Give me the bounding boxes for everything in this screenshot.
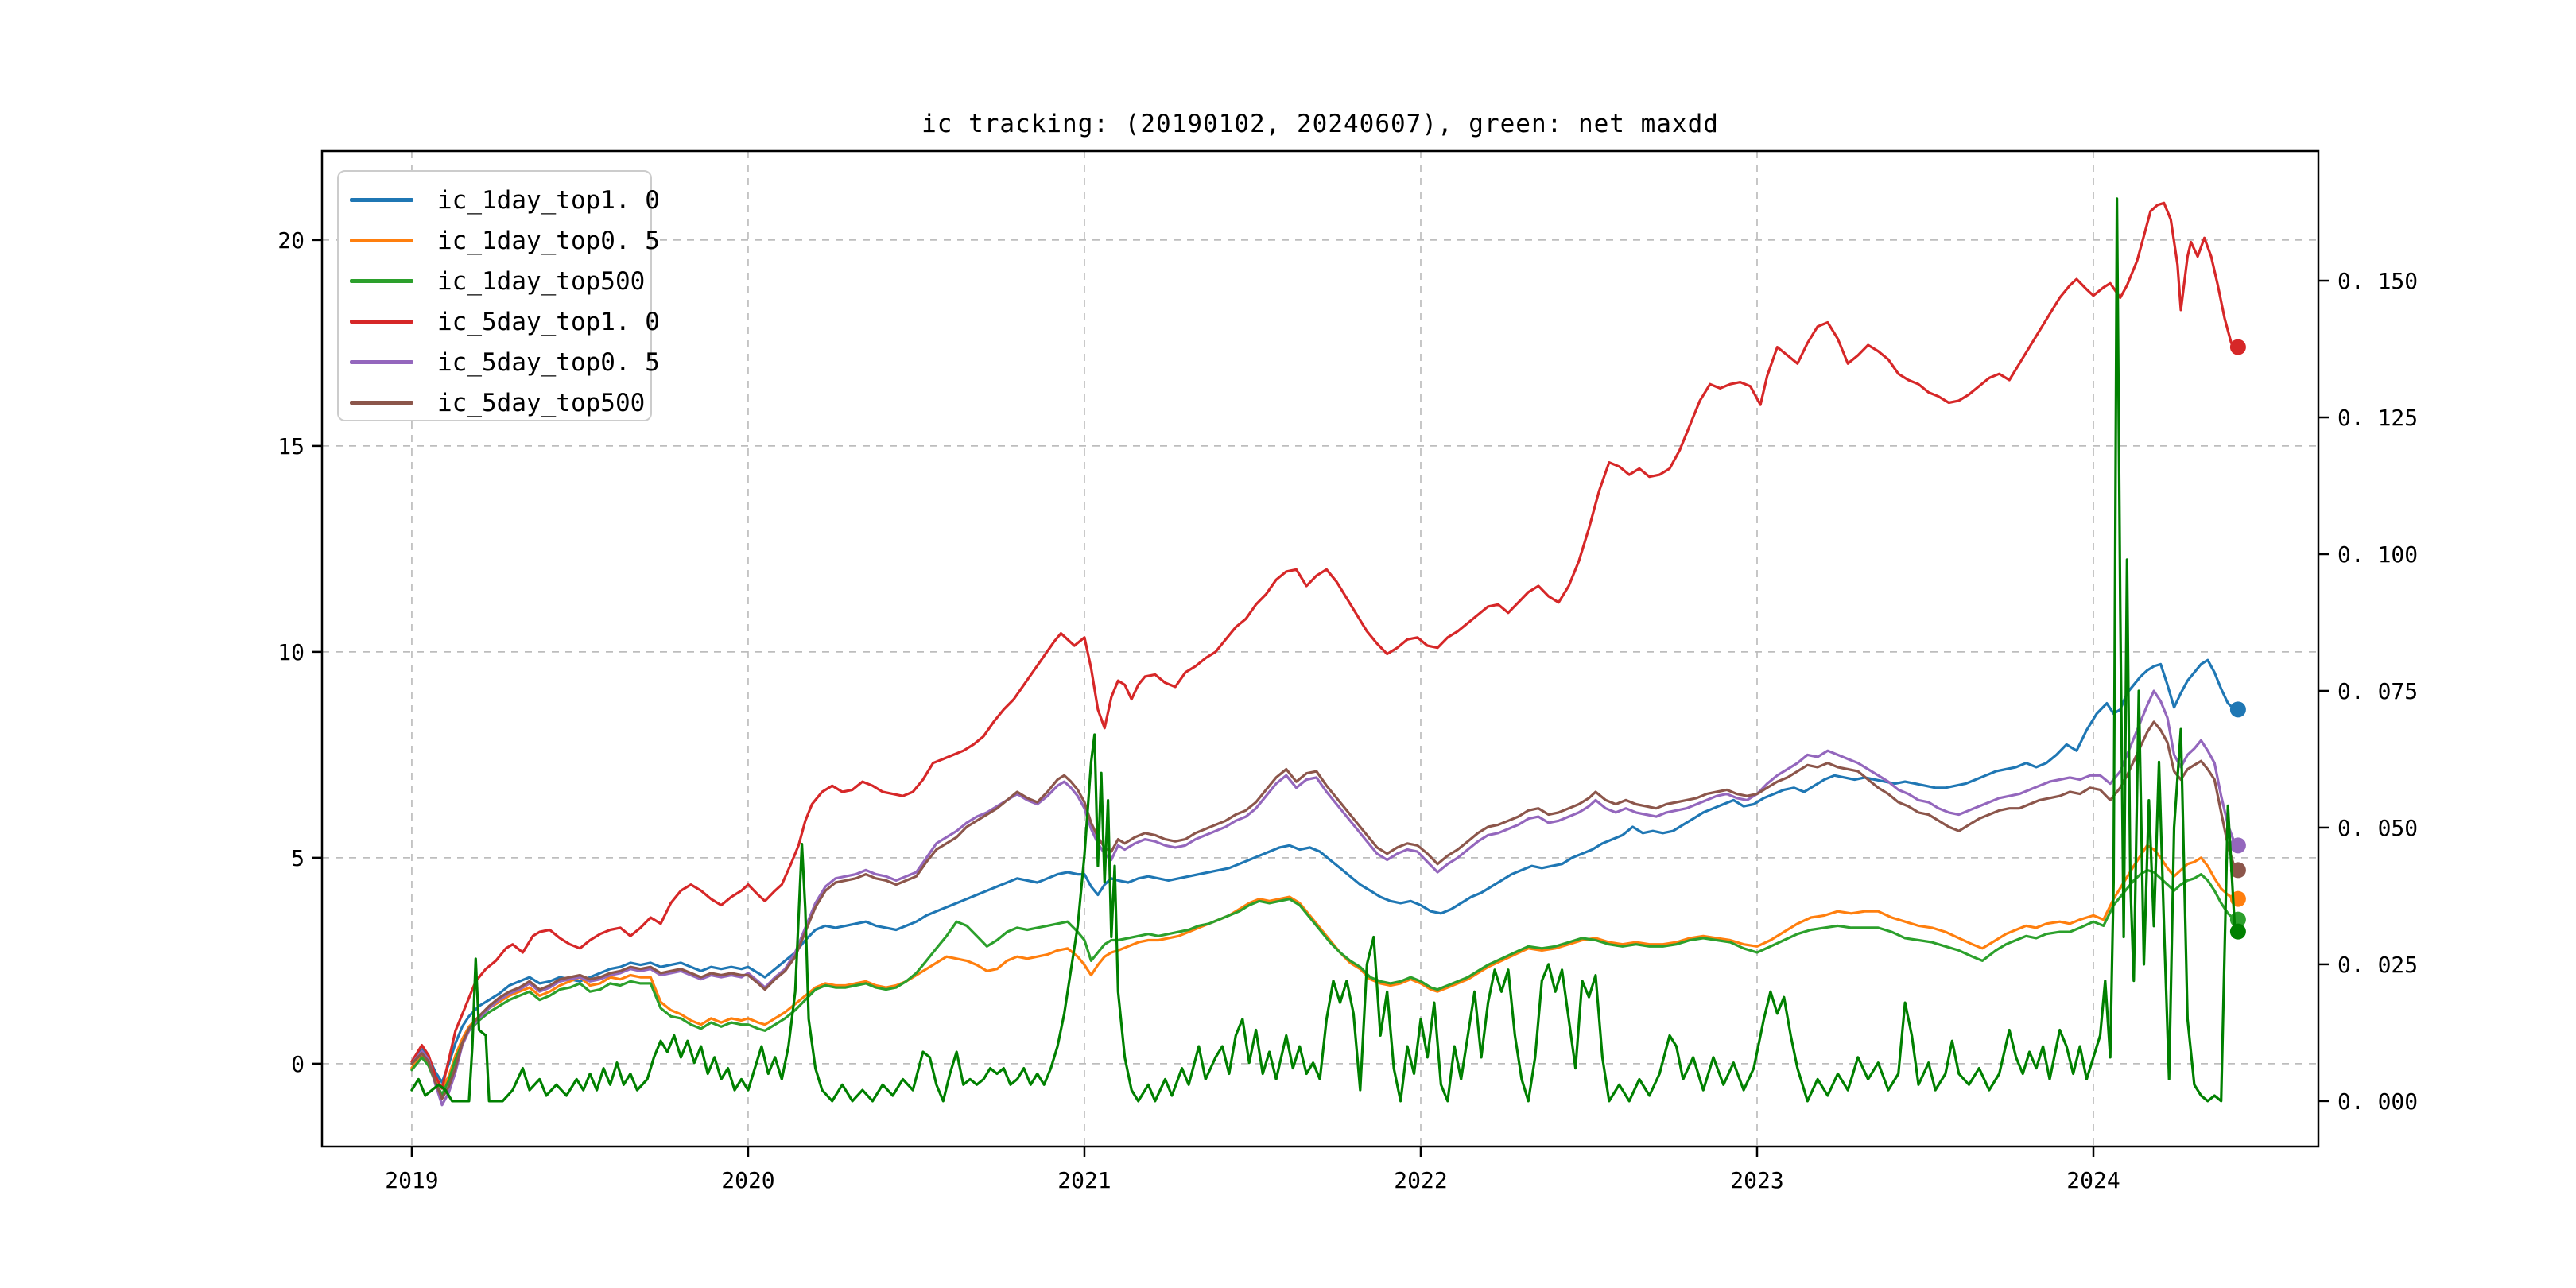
end-dot-ic_1day_top1.0 (2229, 701, 2246, 718)
right-tick-label-6: 0. 150 (2337, 268, 2418, 294)
right-tick-label-2: 0. 050 (2337, 815, 2418, 841)
right-tick-label-0: 0. 000 (2337, 1088, 2418, 1115)
legend-item-ic_5day_top0.5: ic_5day_top0. 5 (350, 342, 660, 382)
series-line-net_maxdd (410, 197, 2240, 1103)
end-dot-ic_5day_top500 (2229, 862, 2246, 879)
left-tick-label-10: 10 (277, 639, 305, 665)
series-line-ic_1day_top500 (410, 868, 2240, 1096)
legend-item-ic_5day_top1.0: ic_5day_top1. 0 (350, 301, 660, 342)
end-dot-net_maxdd (2229, 923, 2246, 940)
series-line-ic_1day_top1.0 (410, 658, 2240, 1084)
right-tick-label-3: 0. 075 (2337, 678, 2418, 704)
legend-label-ic_5day_top0.5: ic_5day_top0. 5 (437, 347, 660, 377)
legend-label-ic_1day_top500: ic_1day_top500 (437, 266, 646, 296)
legend-swatch-ic_5day_top1.0 (350, 320, 413, 324)
legend-label-ic_1day_top1.0: ic_1day_top1. 0 (437, 185, 660, 215)
chart-title: ic tracking: (20190102, 20240607), green… (921, 110, 1719, 138)
series-line-ic_5day_top500 (410, 720, 2240, 1100)
left-tick-label-0: 0 (291, 1051, 305, 1077)
right-tick-label-4: 0. 100 (2337, 541, 2418, 568)
legend-swatch-ic_1day_top1.0 (350, 198, 413, 202)
left-tick-label-15: 15 (277, 433, 305, 460)
legend-item-ic_1day_top500: ic_1day_top500 (350, 261, 650, 301)
x-tick-label-2023: 2023 (1730, 1167, 1783, 1193)
x-tick-label-2020: 2020 (721, 1167, 774, 1193)
series-line-ic_5day_top1.0 (410, 201, 2240, 1090)
plot-border (320, 149, 2320, 1148)
legend: ic_1day_top1. 0 ic_1day_top0. 5 ic_1day_to… (337, 170, 660, 423)
x-tick-label-2021: 2021 (1057, 1167, 1111, 1193)
left-tick-label-5: 5 (291, 845, 305, 871)
end-dot-ic_5day_top1.0 (2229, 339, 2246, 355)
end-dot-ic_5day_top0.5 (2229, 837, 2246, 854)
legend-item-ic_5day_top500: ic_5day_top500 (350, 382, 650, 423)
legend-swatch-ic_5day_top500 (350, 401, 413, 405)
left-tick-label-20: 20 (277, 227, 305, 254)
legend-item-ic_1day_top0.5: ic_1day_top0. 5 (350, 220, 660, 261)
right-tick-label-5: 0. 125 (2337, 405, 2418, 431)
legend-label-ic_1day_top0.5: ic_1day_top0. 5 (437, 226, 660, 255)
legend-swatch-ic_1day_top500 (350, 279, 413, 283)
series-line-ic_1day_top0.5 (410, 844, 2240, 1090)
legend-label-ic_5day_top500: ic_5day_top500 (437, 388, 646, 417)
x-tick-label-2019: 2019 (385, 1167, 438, 1193)
legend-item-ic_1day_top1.0: ic_1day_top1. 0 (350, 180, 660, 220)
legend-swatch-ic_5day_top0.5 (350, 360, 413, 364)
series-line-ic_5day_top0.5 (410, 689, 2240, 1107)
legend-label-ic_5day_top1.0: ic_5day_top1. 0 (437, 307, 660, 336)
legend-swatch-ic_1day_top0.5 (350, 239, 413, 242)
right-tick-label-1: 0. 025 (2337, 952, 2418, 978)
x-tick-label-2022: 2022 (1394, 1167, 1447, 1193)
x-tick-label-2024: 2024 (2066, 1167, 2120, 1193)
